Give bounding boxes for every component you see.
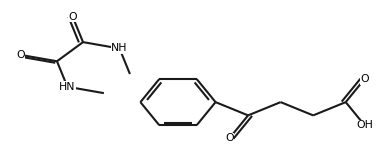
Text: OH: OH <box>356 120 373 130</box>
Text: O: O <box>16 50 25 60</box>
Text: NH: NH <box>111 44 128 53</box>
Text: O: O <box>68 12 77 22</box>
Text: O: O <box>225 133 234 143</box>
Text: O: O <box>360 74 369 84</box>
Text: HN: HN <box>59 82 75 92</box>
